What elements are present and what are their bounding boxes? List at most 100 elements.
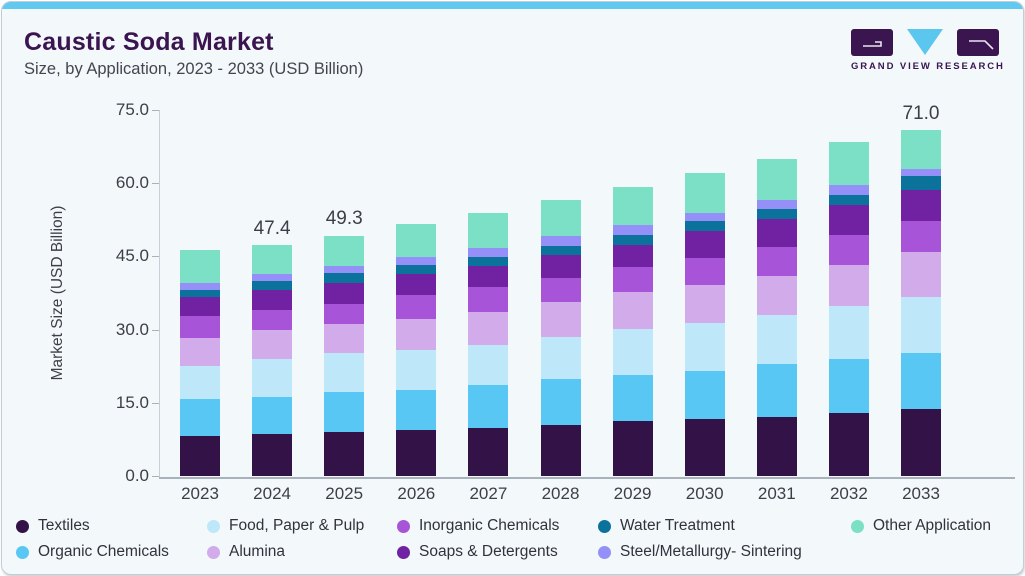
segment-alumina [684,285,725,323]
x-tick-label-2026: 2026 [397,484,436,503]
legend-dot-icon [207,519,220,533]
segment-alumina [756,276,797,316]
segment-other-application [324,235,365,267]
legend-dot-icon [598,519,611,533]
x-tick-label-2033: 2033 [902,484,940,503]
y-tick-mark [152,183,159,185]
legend-label: Steel/Metallurgy- Sintering [620,543,802,560]
y-tick-mark [152,256,159,258]
x-tick-label-2032: 2032 [829,484,868,503]
segment-steel-metallurgy-sintering [756,199,797,210]
segment-water-treatment [828,194,869,206]
segment-other-application [252,244,293,275]
segment-textiles [540,424,581,476]
segment-steel-metallurgy-sintering [828,185,869,195]
segment-water-treatment [756,209,797,219]
legend-dot-icon [16,545,29,559]
segment-soaps-detergents [756,218,797,248]
y-tick-mark [152,476,159,477]
segment-soaps-detergents [324,283,365,305]
segment-food-paper-pulp [612,329,653,375]
segment-alumina [828,265,869,307]
segment-organic-chemicals [252,397,293,435]
x-tick-label-2027: 2027 [469,484,508,503]
y-axis-line [159,110,160,477]
logo-shapes [851,29,999,56]
segment-alumina [396,319,437,351]
segment-alumina [540,301,581,337]
y-axis-title: Market Size (USD Billion) [49,205,66,381]
legend-item-inorganic-chemicals: Inorganic Chemicals [397,517,559,535]
segment-soaps-detergents [828,205,869,235]
segment-inorganic-chemicals [324,304,365,325]
segment-other-application [180,250,220,283]
bar-2028 [540,199,581,476]
segment-food-paper-pulp [324,353,365,393]
segment-other-application [828,142,869,186]
legend-dot-icon [16,519,29,533]
y-tick-label: 75.0 [115,100,149,119]
segment-soaps-detergents [612,245,653,268]
legend-dot-icon [207,545,220,559]
segment-water-treatment [324,273,365,284]
segment-inorganic-chemicals [756,247,797,277]
legend-dot-icon [397,545,410,559]
legend-dot-icon [851,519,864,533]
segment-organic-chemicals [396,390,437,431]
segment-organic-chemicals [612,375,653,421]
legend-dot-icon [598,545,611,559]
segment-soaps-detergents [252,290,293,311]
segment-other-application [684,173,725,214]
segment-inorganic-chemicals [828,234,869,266]
legend-label: Inorganic Chemicals [419,517,560,534]
segment-organic-chemicals [684,371,725,419]
segment-textiles [324,432,365,476]
segment-textiles [396,430,437,476]
segment-water-treatment [540,246,581,256]
segment-food-paper-pulp [252,359,293,398]
segment-other-application [612,187,653,226]
segment-soaps-detergents [180,296,220,316]
segment-other-application [756,159,797,200]
segment-steel-metallurgy-sintering [901,168,941,177]
page-title: Caustic Soda Market [24,28,274,56]
bar-2029 [612,187,653,476]
legend-item-alumina: Alumina [207,543,285,561]
segment-water-treatment [396,265,437,275]
segment-water-treatment [468,256,509,267]
legend-item-organic-chemicals: Organic Chemicals [16,543,169,561]
segment-steel-metallurgy-sintering [540,236,581,247]
bar-2027 [468,213,509,476]
legend-item-textiles: Textiles [16,517,90,535]
segment-soaps-detergents [468,266,509,288]
y-tick-label: 45.0 [115,246,149,266]
x-tick-label-2031: 2031 [757,484,796,503]
segment-textiles [612,420,653,476]
legend-item-other-application: Other Application [851,517,991,535]
y-tick-mark [152,329,159,331]
segment-food-paper-pulp [684,322,725,372]
top-accent-bar [2,2,1023,9]
segment-water-treatment [684,220,725,232]
segment-food-paper-pulp [828,306,869,359]
segment-textiles [252,434,293,476]
segment-water-treatment [252,281,293,291]
y-tick-label: 30.0 [115,319,149,339]
bar-2025 [324,235,365,476]
x-tick-label-2030: 2030 [685,484,724,503]
legend-label: Soaps & Detergents [419,543,558,560]
segment-inorganic-chemicals [612,267,653,293]
legend-label: Alumina [229,543,285,560]
logo-v-icon [907,29,943,55]
bar-value-label-2033: 71.0 [902,102,940,124]
segment-steel-metallurgy-sintering [180,282,220,290]
x-tick-label-2028: 2028 [541,484,580,503]
y-tick-mark [152,110,159,111]
segment-steel-metallurgy-sintering [468,248,509,257]
bar-2033 [901,130,941,476]
segment-organic-chemicals [901,353,941,410]
segment-alumina [612,292,653,330]
legend-label: Water Treatment [620,517,735,534]
